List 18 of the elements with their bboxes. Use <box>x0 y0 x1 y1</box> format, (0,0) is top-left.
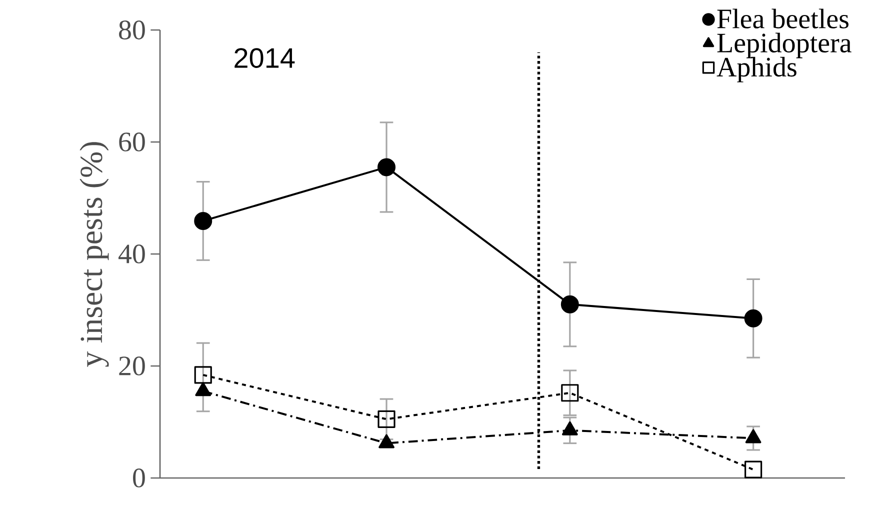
y-tick-label: 80 <box>119 20 145 40</box>
point <box>378 410 396 428</box>
y-tick-label: 60 <box>119 132 145 152</box>
y-axis-title: y insect pests (%) <box>80 142 109 367</box>
legend-label: Flea beetles <box>717 8 848 28</box>
point <box>744 309 762 328</box>
y-tick-label: 40 <box>118 244 145 264</box>
point <box>560 295 579 314</box>
y-tick-label: 0 <box>133 468 145 488</box>
y-tick-label: 20 <box>119 356 145 376</box>
point <box>194 366 212 384</box>
point <box>378 158 396 176</box>
point <box>194 212 212 230</box>
point <box>744 460 762 478</box>
legend-label: Aphids <box>716 56 796 82</box>
legend-label: Lepidoptera <box>717 32 852 58</box>
text: 2014 <box>234 48 295 68</box>
point <box>561 384 579 402</box>
